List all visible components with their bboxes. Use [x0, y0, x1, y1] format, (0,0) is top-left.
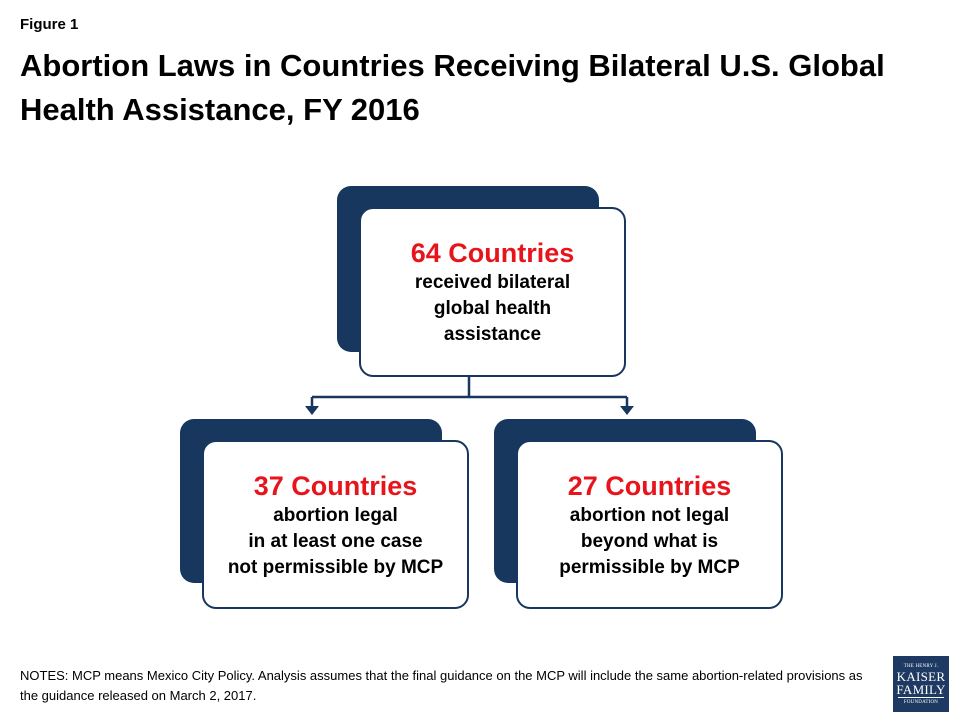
top-box-count: 64 Countries — [410, 238, 575, 268]
logo-line-3: FAMILY — [896, 681, 946, 697]
figure-label: Figure 1 — [20, 16, 79, 33]
left-box-description: abortion legal in at least one case not … — [227, 504, 444, 578]
logo-line-1: THE HENRY J. — [903, 663, 939, 669]
logo-line-4: FOUNDATION — [903, 699, 939, 705]
arrowhead-left-icon — [305, 406, 319, 415]
logo-rule — [898, 696, 944, 698]
top-box-description: received bilateral global health assista… — [414, 272, 571, 345]
left-box-count: 37 Countries — [253, 470, 418, 501]
right-box: 27 Countries abortion not legal beyond w… — [516, 440, 783, 609]
logo-line-2: KAISER — [896, 668, 946, 684]
page-title: Abortion Laws in Countries Receiving Bil… — [20, 48, 885, 127]
right-box-count: 27 Countries — [567, 470, 732, 501]
arrowhead-right-icon — [620, 406, 634, 415]
notes-text: NOTES: MCP means Mexico City Policy. Ana… — [20, 668, 863, 703]
kff-logo: THE HENRY J. KAISER FAMILY FOUNDATION — [893, 656, 949, 712]
top-box: 64 Countries received bilateral global h… — [359, 207, 626, 377]
right-box-description: abortion not legal beyond what is permis… — [559, 504, 740, 578]
left-box: 37 Countries abortion legal in at least … — [202, 440, 469, 609]
